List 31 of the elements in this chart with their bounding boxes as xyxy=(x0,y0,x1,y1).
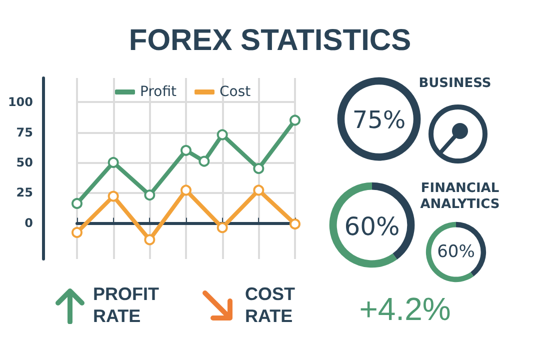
y-tick-label: 25 xyxy=(16,186,33,200)
point xyxy=(180,184,192,196)
y-tick-label: 75 xyxy=(16,125,33,140)
text: +4.2% xyxy=(358,291,452,328)
point xyxy=(216,222,228,234)
point xyxy=(144,234,156,246)
point xyxy=(108,156,119,168)
y-tick-label: 50 xyxy=(16,155,33,170)
point xyxy=(198,156,210,167)
text: PROFIT RATE xyxy=(93,284,160,328)
point xyxy=(253,184,264,196)
legend-label: Cost xyxy=(220,84,252,100)
chart-title: FOREX STATISTICS xyxy=(128,24,412,58)
legend-label: Profit xyxy=(140,84,178,100)
text: FINANCIAL ANALYTICS xyxy=(419,181,501,212)
point xyxy=(290,218,300,230)
text: BUSINESS xyxy=(418,76,492,92)
point xyxy=(290,114,300,126)
point xyxy=(72,198,82,209)
point xyxy=(180,144,192,156)
text: 60% xyxy=(436,242,476,262)
text: 60% xyxy=(343,212,401,241)
point xyxy=(216,129,228,140)
point xyxy=(253,163,264,174)
y-tick-label: 0 xyxy=(24,216,33,230)
point xyxy=(108,190,119,202)
y-tick-label: 100 xyxy=(8,95,33,110)
text: 75% xyxy=(351,106,407,134)
point xyxy=(144,190,156,201)
point xyxy=(72,226,82,238)
text: COST RATE xyxy=(245,284,296,328)
